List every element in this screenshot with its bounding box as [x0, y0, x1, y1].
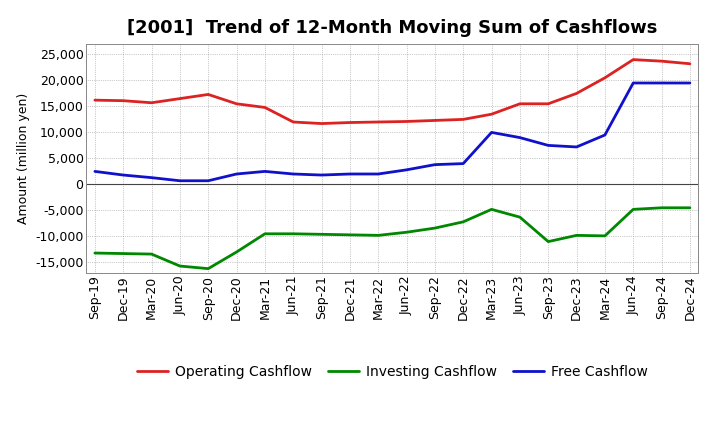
Free Cashflow — [544, 143, 552, 148]
Line: Operating Cashflow: Operating Cashflow — [95, 59, 690, 124]
Operating Cashflow — [91, 98, 99, 103]
Free Cashflow — [176, 178, 184, 183]
Legend: Operating Cashflow, Investing Cashflow, Free Cashflow: Operating Cashflow, Investing Cashflow, … — [132, 360, 653, 385]
Free Cashflow — [261, 169, 269, 174]
Investing Cashflow — [402, 230, 411, 235]
Operating Cashflow — [629, 57, 637, 62]
Line: Investing Cashflow: Investing Cashflow — [95, 208, 690, 269]
Investing Cashflow — [431, 225, 439, 231]
Operating Cashflow — [374, 119, 382, 125]
Free Cashflow — [148, 175, 156, 180]
Operating Cashflow — [346, 120, 354, 125]
Investing Cashflow — [176, 264, 184, 269]
Operating Cashflow — [487, 112, 496, 117]
Y-axis label: Amount (million yen): Amount (million yen) — [17, 93, 30, 224]
Investing Cashflow — [516, 215, 524, 220]
Operating Cashflow — [600, 75, 609, 81]
Investing Cashflow — [261, 231, 269, 236]
Free Cashflow — [657, 81, 666, 86]
Operating Cashflow — [261, 105, 269, 110]
Investing Cashflow — [600, 233, 609, 238]
Investing Cashflow — [487, 207, 496, 212]
Operating Cashflow — [289, 119, 297, 125]
Free Cashflow — [91, 169, 99, 174]
Free Cashflow — [600, 132, 609, 138]
Free Cashflow — [459, 161, 467, 166]
Investing Cashflow — [318, 232, 326, 237]
Investing Cashflow — [289, 231, 297, 236]
Operating Cashflow — [233, 101, 241, 106]
Operating Cashflow — [544, 101, 552, 106]
Free Cashflow — [487, 130, 496, 135]
Free Cashflow — [629, 81, 637, 86]
Operating Cashflow — [572, 91, 581, 96]
Operating Cashflow — [176, 96, 184, 101]
Investing Cashflow — [374, 233, 382, 238]
Operating Cashflow — [431, 118, 439, 123]
Free Cashflow — [685, 81, 694, 86]
Operating Cashflow — [204, 92, 212, 97]
Operating Cashflow — [516, 101, 524, 106]
Line: Free Cashflow: Free Cashflow — [95, 83, 690, 181]
Investing Cashflow — [459, 219, 467, 224]
Investing Cashflow — [572, 233, 581, 238]
Investing Cashflow — [204, 266, 212, 271]
Investing Cashflow — [685, 205, 694, 210]
Investing Cashflow — [657, 205, 666, 210]
Operating Cashflow — [148, 100, 156, 106]
Free Cashflow — [346, 171, 354, 176]
Title: [2001]  Trend of 12-Month Moving Sum of Cashflows: [2001] Trend of 12-Month Moving Sum of C… — [127, 19, 657, 37]
Free Cashflow — [233, 171, 241, 176]
Operating Cashflow — [402, 119, 411, 124]
Free Cashflow — [402, 167, 411, 172]
Free Cashflow — [572, 144, 581, 150]
Free Cashflow — [374, 171, 382, 176]
Investing Cashflow — [91, 250, 99, 256]
Free Cashflow — [204, 178, 212, 183]
Operating Cashflow — [685, 61, 694, 66]
Investing Cashflow — [148, 251, 156, 257]
Free Cashflow — [119, 172, 127, 178]
Investing Cashflow — [233, 249, 241, 255]
Investing Cashflow — [346, 232, 354, 238]
Investing Cashflow — [629, 207, 637, 212]
Operating Cashflow — [318, 121, 326, 126]
Operating Cashflow — [459, 117, 467, 122]
Free Cashflow — [516, 135, 524, 140]
Free Cashflow — [289, 171, 297, 176]
Operating Cashflow — [119, 98, 127, 103]
Free Cashflow — [431, 162, 439, 167]
Investing Cashflow — [544, 239, 552, 244]
Operating Cashflow — [657, 59, 666, 64]
Investing Cashflow — [119, 251, 127, 256]
Free Cashflow — [318, 172, 326, 178]
